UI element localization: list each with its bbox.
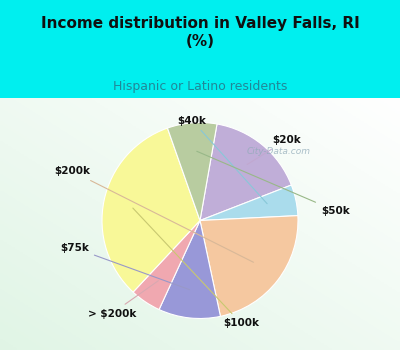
- Wedge shape: [200, 124, 291, 220]
- Text: $75k: $75k: [60, 243, 190, 290]
- Wedge shape: [200, 185, 298, 220]
- Wedge shape: [102, 128, 200, 292]
- Text: $100k: $100k: [133, 208, 259, 328]
- Text: City-Data.com: City-Data.com: [246, 147, 310, 156]
- Text: Hispanic or Latino residents: Hispanic or Latino residents: [113, 79, 287, 93]
- Text: $20k: $20k: [247, 135, 301, 164]
- Wedge shape: [133, 220, 200, 309]
- Text: $200k: $200k: [54, 167, 254, 262]
- Text: $40k: $40k: [178, 116, 267, 204]
- Wedge shape: [159, 220, 220, 318]
- Text: > $200k: > $200k: [88, 281, 158, 318]
- Wedge shape: [200, 216, 298, 316]
- Wedge shape: [168, 122, 217, 220]
- Text: $50k: $50k: [197, 151, 350, 216]
- Text: Income distribution in Valley Falls, RI
(%): Income distribution in Valley Falls, RI …: [41, 16, 359, 49]
